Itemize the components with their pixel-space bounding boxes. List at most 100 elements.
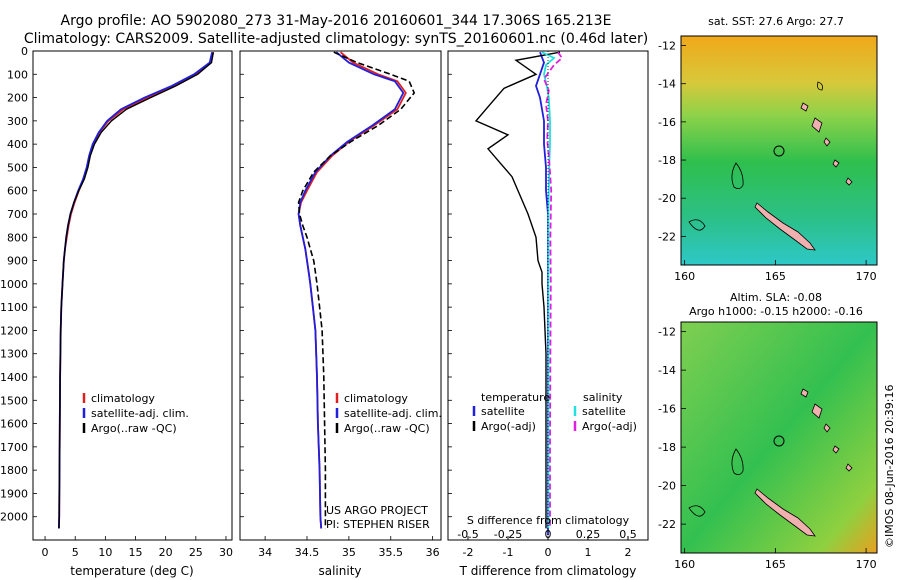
map-lon-label: 170 [856,558,877,571]
map-top-ticks: -12 -14 -16 -18 -20 -22 160 165 170 [658,40,877,283]
map-lat-label: -12 [658,326,676,339]
legend-temp-argo-label: Argo(-adj) [481,420,536,433]
map-top-field [680,35,878,266]
depth-tick-label: 600 [7,185,28,198]
series-line-satellite-adj-clim- [297,51,405,529]
sal-x-tick-label: 35 [342,546,356,559]
diff-s-tick-label: -0.25 [494,528,522,541]
sal-series [297,51,416,529]
map-lat-label: -22 [658,230,676,243]
sal-x-tick-label: 34 [258,546,272,559]
legend-sal-title: salinity [583,391,623,404]
temp-x-tick-label: 25 [189,546,203,559]
diff-xlabel: T difference from climatology [459,564,637,578]
map-lon-label: 160 [674,270,695,283]
map-lon-label: 170 [856,270,877,283]
diff-t-tick-label: 1 [585,546,592,559]
temp-x-tick-label: 0 [42,546,49,559]
map-top-title: sat. SST: 27.6 Argo: 27.7 [708,15,844,28]
new-caledonia-shape [754,488,816,537]
map-bottom-field [680,321,878,554]
sal-legend: climatology satellite-adj. clim. Argo(..… [326,392,442,531]
temp-series [58,51,215,529]
map-bottom-ticks: -12 -14 -16 -18 -20 -22 160 165 170 [658,326,877,571]
map-lat-label: -20 [658,192,676,205]
depth-tick-label: 1300 [0,348,28,361]
temp-panel-frame [32,50,233,541]
map-lat-label: -12 [658,40,676,53]
reef-outline [688,448,744,517]
series-line-salinity-satellite [541,51,556,529]
depth-tick-label: 1400 [0,371,28,384]
depth-tick-label: 1200 [0,324,28,337]
depth-tick-label: 1900 [0,487,28,500]
argo-float-marker [773,435,785,447]
depth-tick-label: 1500 [0,394,28,407]
argo-float-marker [773,145,785,157]
temp-x-tick-label: 20 [159,546,173,559]
map-lat-label: -16 [658,403,676,416]
legend-temp-title: temperature [481,391,550,404]
map-lon-label: 160 [674,558,695,571]
diff-t-tick-label: -1 [503,546,514,559]
legend-sat-label: satellite-adj. clim. [344,407,442,420]
diff-t-tick-label: 0 [545,546,552,559]
depth-tick-label: 400 [7,138,28,151]
series-line-salinity-argo-adj- [542,51,564,529]
legend-argo-label: Argo(..raw -QC) [344,422,430,435]
sal-x-tick-label: 35.5 [379,546,404,559]
vanuatu-islands [800,388,853,472]
depth-tick-label: 900 [7,255,28,268]
map-lon-label: 165 [765,558,786,571]
map-bottom-title1: Altim. SLA: -0.08 [730,291,822,304]
diff-s-tick-label: -0.5 [457,528,478,541]
header-line1: Argo profile: AO 5902080_273 31-May-2016… [61,13,612,29]
map-bottom-title2: Argo h1000: -0.15 h2000: -0.16 [689,305,863,318]
credit-project: US ARGO PROJECT [326,504,428,517]
map-lat-label: -14 [658,364,676,377]
depth-tick-label: 300 [7,115,28,128]
diff-t-tick-label: 2 [625,546,632,559]
legend-argo-label: Argo(..raw -QC) [91,422,177,435]
depth-tick-label: 500 [7,161,28,174]
depth-tick-label: 800 [7,231,28,244]
depth-tick-label: 100 [7,68,28,81]
depth-tick-label: 2000 [0,511,28,524]
sal-panel-frame [239,50,442,541]
temp-x-tick-label: 10 [98,546,112,559]
map-lat-label: -14 [658,78,676,91]
depth-tick-label: 1800 [0,464,28,477]
map-lat-label: -18 [658,154,676,167]
diff-s-tick-label: 0.25 [576,528,601,541]
diff-s-tick-label: 0.5 [619,528,637,541]
map-lat-label: -22 [658,518,676,531]
new-caledonia-shape [754,202,816,251]
temp-legend: climatology satellite-adj. clim. Argo(..… [82,392,189,435]
legend-clim-label: climatology [344,392,408,405]
depth-tick-label: 1000 [0,278,28,291]
depth-tick-label: 1100 [0,301,28,314]
map-lat-label: -20 [658,480,676,493]
sal-xlabel: salinity [318,564,361,578]
map-lon-label: 165 [765,270,786,283]
sal-x-tick-label: 34.5 [295,546,320,559]
legend-sat-label: satellite-adj. clim. [91,407,189,420]
series-line-argo-raw-qc- [297,51,416,529]
header-line2: Climatology: CARS2009. Satellite-adjuste… [24,31,648,47]
map-lat-label: -18 [658,441,676,454]
sal-x-tick-label: 36 [426,546,440,559]
legend-sal-sat-label: satellite [582,405,626,418]
diff-top-xlabel: S difference from climatology [467,514,630,527]
watermark: ©IMOS 08-Jun-2016 20:39:16 [883,384,896,548]
depth-tick-label: 700 [7,208,28,221]
depth-tick-label: 0 [21,45,28,58]
temp-x-tick-label: 30 [219,546,233,559]
vanuatu-islands [800,102,853,186]
depth-tick-label: 1700 [0,441,28,454]
legend-sal-argo-label: Argo(-adj) [582,420,637,433]
temp-xlabel: temperature (deg C) [70,564,193,578]
map-top [680,35,878,266]
credit-pi: PI: STEPHEN RISER [326,518,430,531]
reef-outline [688,81,823,231]
